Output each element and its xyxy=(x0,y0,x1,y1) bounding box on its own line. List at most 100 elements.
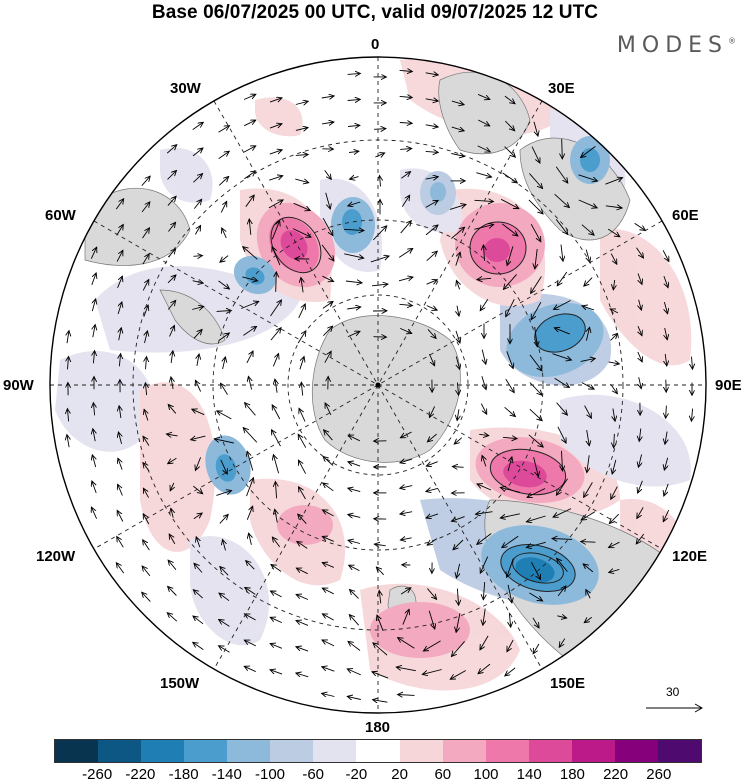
colorbar-tick-label: -260 xyxy=(82,766,113,783)
arrow-icon xyxy=(142,566,151,577)
arrow-icon xyxy=(218,126,230,133)
arrow-icon xyxy=(245,195,254,207)
arrow-icon xyxy=(480,403,486,415)
arrow-icon xyxy=(216,311,232,312)
arrow-icon xyxy=(93,351,94,364)
arrow-icon xyxy=(587,430,590,446)
arrow-icon xyxy=(116,250,123,262)
colorbar-tick-label: 180 xyxy=(559,766,585,783)
arrow-icon xyxy=(427,588,436,600)
arrow-icon xyxy=(249,533,252,545)
arrow-icon xyxy=(301,278,303,293)
colorbar-tick-label: -60 xyxy=(302,766,325,783)
arrow-icon xyxy=(220,459,227,474)
arrow-icon xyxy=(529,354,542,371)
arrow-icon xyxy=(91,507,98,519)
arrow-icon xyxy=(323,456,334,466)
lon-label-60e: 60E xyxy=(672,207,699,224)
arrow-icon xyxy=(347,307,361,309)
arrow-icon xyxy=(477,278,492,279)
arrow-icon xyxy=(167,613,178,622)
arrow-icon xyxy=(581,382,594,390)
arrow-icon xyxy=(347,669,361,676)
arrow-icon xyxy=(218,333,230,342)
arrow-icon xyxy=(169,325,175,337)
arrow-icon xyxy=(609,541,620,547)
arrow-icon xyxy=(298,304,306,319)
arrow-icon xyxy=(483,245,484,261)
arrow-icon xyxy=(297,541,308,549)
arrow-icon xyxy=(370,256,389,263)
arrow-icon xyxy=(295,178,308,183)
arrow-icon xyxy=(636,533,645,544)
arrow-icon xyxy=(638,480,643,493)
arrow-icon xyxy=(244,120,256,127)
arrow-icon xyxy=(169,534,176,545)
arrow-icon xyxy=(244,614,256,621)
arrow-icon xyxy=(477,119,490,126)
graticule xyxy=(50,57,706,713)
arrow-icon xyxy=(535,248,537,269)
arrow-icon xyxy=(509,612,510,628)
lon-label-60w: 60W xyxy=(45,207,76,224)
arrow-icon xyxy=(502,172,518,183)
arrow-icon xyxy=(218,177,228,186)
arrow-icon xyxy=(195,457,202,470)
arrow-icon xyxy=(664,275,668,288)
arrow-icon xyxy=(93,429,95,442)
arrow-icon xyxy=(270,591,282,598)
arrow-icon xyxy=(117,510,124,522)
arrow-icon xyxy=(561,244,563,262)
arrow-icon xyxy=(322,640,335,647)
arrow-icon xyxy=(401,172,410,179)
arrow-icon xyxy=(90,247,96,259)
arrow-icon xyxy=(301,382,302,396)
arrow-icon xyxy=(220,255,229,263)
arrow-icon xyxy=(691,408,692,422)
arrow-icon xyxy=(118,458,122,470)
arrow-icon xyxy=(456,281,459,290)
arrow-icon xyxy=(168,404,177,414)
arrow-icon xyxy=(321,96,334,98)
arrow-icon xyxy=(586,327,589,341)
arrow-icon xyxy=(423,640,441,651)
arrow-icon xyxy=(456,356,459,370)
arrow-icon xyxy=(428,610,435,629)
arrow-icon xyxy=(142,280,149,291)
arrow-icon xyxy=(559,638,566,648)
arrow-icon xyxy=(171,377,173,389)
arrow-icon xyxy=(345,281,362,283)
arrow-icon xyxy=(270,328,281,341)
arrow-icon xyxy=(587,455,589,472)
colorbar-tick-label: 260 xyxy=(646,766,672,783)
arrow-icon xyxy=(451,127,464,131)
colorbar-tick-label: -220 xyxy=(125,766,156,783)
arrow-icon xyxy=(429,406,436,417)
arrow-icon xyxy=(505,378,514,393)
arrow-icon xyxy=(195,226,200,235)
arrow-icon xyxy=(455,252,460,266)
arrow-icon xyxy=(325,403,332,416)
lon-label-90w: 90W xyxy=(3,377,34,394)
arrow-icon xyxy=(298,460,306,474)
arrow-icon xyxy=(322,614,334,621)
arrow-icon xyxy=(142,592,151,602)
arrow-icon xyxy=(398,638,415,649)
arrow-icon xyxy=(67,435,69,448)
colorbar-swatch xyxy=(399,740,443,762)
arrow-icon xyxy=(270,300,282,317)
arrow-icon xyxy=(504,146,516,158)
lon-label-90e: 90E xyxy=(715,377,742,394)
arrow-icon xyxy=(610,309,619,313)
arrow-icon xyxy=(193,513,202,520)
arrow-icon xyxy=(532,617,539,628)
arrow-icon xyxy=(665,327,668,340)
arrow-icon xyxy=(117,276,123,288)
arrow-icon xyxy=(249,219,251,235)
arrow-icon xyxy=(272,247,281,266)
chart-title: Base 06/07/2025 00 UTC, valid 09/07/2025… xyxy=(151,2,599,23)
arrow-icon xyxy=(322,275,333,281)
arrow-icon xyxy=(243,326,256,336)
arrow-icon xyxy=(244,171,255,180)
reference-vector: 30 xyxy=(645,685,705,715)
